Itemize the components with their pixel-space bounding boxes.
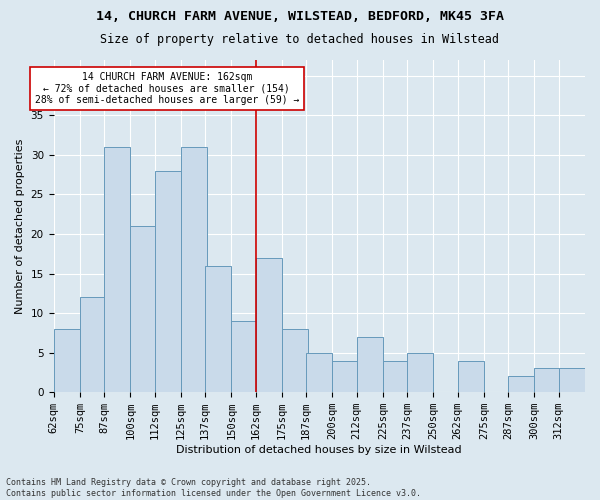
Bar (130, 226, 157, 392)
X-axis label: Distribution of detached houses by size in Wilstead: Distribution of detached houses by size … (176, 445, 462, 455)
Bar (407, 352, 433, 392)
Bar (383, 360, 409, 392)
Bar (256, 258, 282, 392)
Text: 14, CHURCH FARM AVENUE, WILSTEAD, BEDFORD, MK45 3FA: 14, CHURCH FARM AVENUE, WILSTEAD, BEDFOR… (96, 10, 504, 23)
Bar (306, 352, 332, 392)
Bar (535, 368, 561, 392)
Bar (232, 321, 257, 392)
Bar (53, 329, 80, 392)
Bar (205, 266, 232, 392)
Bar (282, 329, 308, 392)
Bar (104, 147, 130, 392)
Bar (356, 337, 383, 392)
Bar (458, 360, 484, 392)
Bar (508, 376, 535, 392)
Bar (80, 298, 106, 392)
Bar (155, 170, 181, 392)
Bar (181, 147, 207, 392)
Bar (332, 360, 359, 392)
Text: Contains HM Land Registry data © Crown copyright and database right 2025.
Contai: Contains HM Land Registry data © Crown c… (6, 478, 421, 498)
Bar (559, 368, 585, 392)
Text: Size of property relative to detached houses in Wilstead: Size of property relative to detached ho… (101, 32, 499, 46)
Y-axis label: Number of detached properties: Number of detached properties (15, 138, 25, 314)
Text: 14 CHURCH FARM AVENUE: 162sqm
← 72% of detached houses are smaller (154)
28% of : 14 CHURCH FARM AVENUE: 162sqm ← 72% of d… (35, 72, 299, 105)
